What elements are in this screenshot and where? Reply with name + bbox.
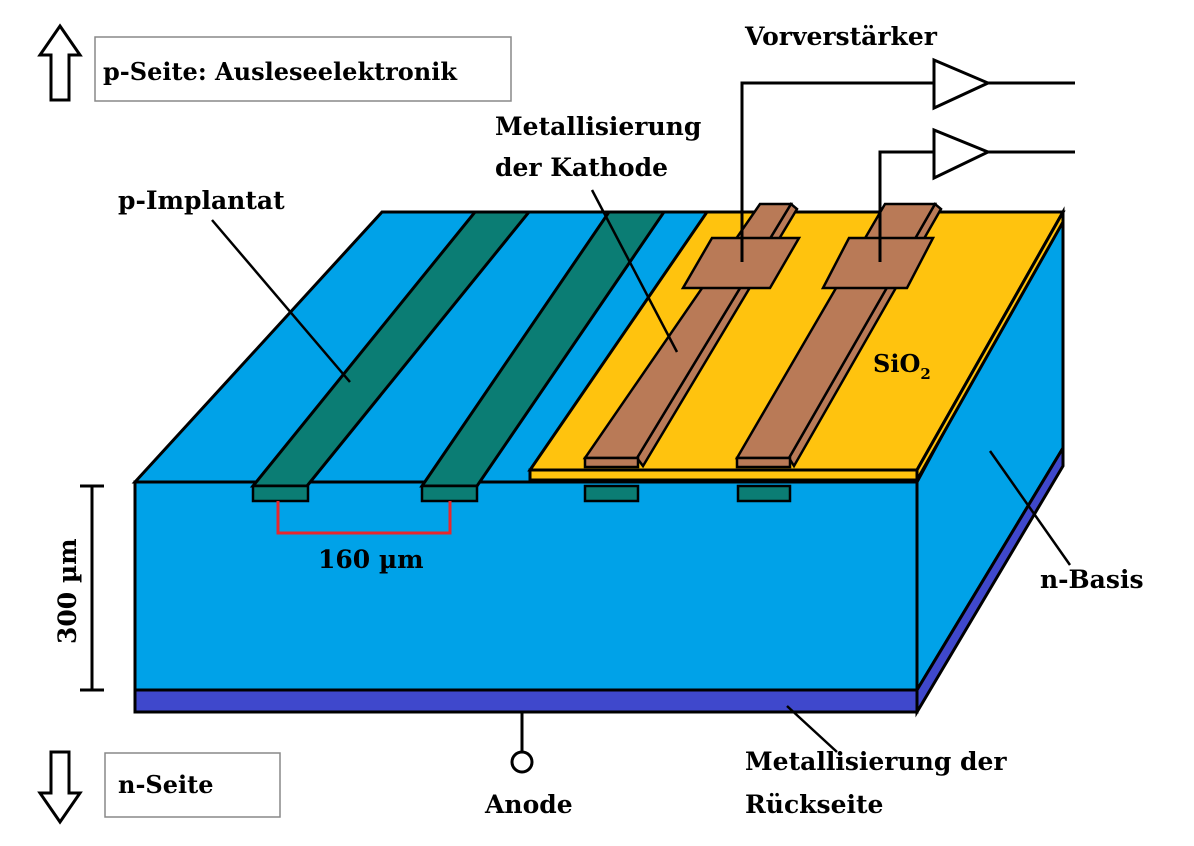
p-side-box bbox=[94, 36, 512, 102]
cathode-metal-label-line1: Metallisierung bbox=[495, 112, 701, 141]
implant-section-3 bbox=[583, 484, 640, 503]
sio2-front bbox=[528, 468, 919, 482]
leader-back-metal bbox=[786, 705, 838, 753]
anode-label: Anode bbox=[484, 790, 573, 819]
p-implant-label: p-Implantat bbox=[118, 186, 285, 215]
implant-section-2 bbox=[420, 484, 479, 503]
n-side-box bbox=[104, 752, 281, 818]
arrow-up-icon bbox=[37, 23, 83, 102]
cathode-metal-strips bbox=[582, 202, 943, 469]
leader-lines bbox=[211, 189, 1072, 753]
back-metal-front bbox=[133, 688, 919, 714]
leader-cathode-metal bbox=[590, 189, 679, 353]
leader-p-implant bbox=[211, 219, 351, 383]
anode-terminal bbox=[510, 712, 534, 774]
bond-pad-2 bbox=[820, 236, 936, 290]
p-side-label: p-Seite: Ausleseelektronik bbox=[103, 57, 458, 86]
pitch-dimension bbox=[276, 501, 452, 535]
n-side-label: n-Seite bbox=[118, 770, 213, 799]
sio2-subscript: 2 bbox=[920, 365, 930, 383]
preamp-label: Vorverstärker bbox=[744, 22, 938, 51]
terminal-circle-icon bbox=[510, 750, 534, 774]
amplifier-triangle-icon bbox=[932, 57, 992, 111]
wire-2 bbox=[878, 150, 934, 262]
amplifier-triangle-icon-2 bbox=[932, 127, 992, 181]
back-metal-label-line1: Metallisierung der bbox=[745, 747, 1007, 776]
cathode-strip-2-front bbox=[735, 456, 792, 469]
cathode-metal-label-line2: der Kathode bbox=[495, 153, 668, 182]
arrow-down-icon bbox=[37, 750, 83, 825]
front-face bbox=[133, 480, 919, 692]
p-implant-stripes bbox=[249, 210, 667, 488]
sio2-label: SiO2 bbox=[873, 349, 931, 383]
thickness-dimension bbox=[80, 484, 104, 692]
implant-section-4 bbox=[736, 484, 792, 503]
leader-n-base bbox=[988, 450, 1072, 566]
preamplifier-wiring bbox=[740, 57, 1075, 262]
bond-pad-1 bbox=[680, 236, 802, 290]
pitch-label: 160 µm bbox=[318, 545, 424, 574]
n-base-label: n-Basis bbox=[1040, 565, 1144, 594]
cathode-strip-1-front bbox=[583, 456, 640, 469]
implant-section-1 bbox=[251, 484, 310, 503]
sio2-main: SiO bbox=[873, 349, 920, 378]
back-metal-label-line2: Rückseite bbox=[745, 790, 883, 819]
wire-1 bbox=[740, 81, 934, 262]
thickness-label: 300 µm bbox=[53, 538, 82, 644]
